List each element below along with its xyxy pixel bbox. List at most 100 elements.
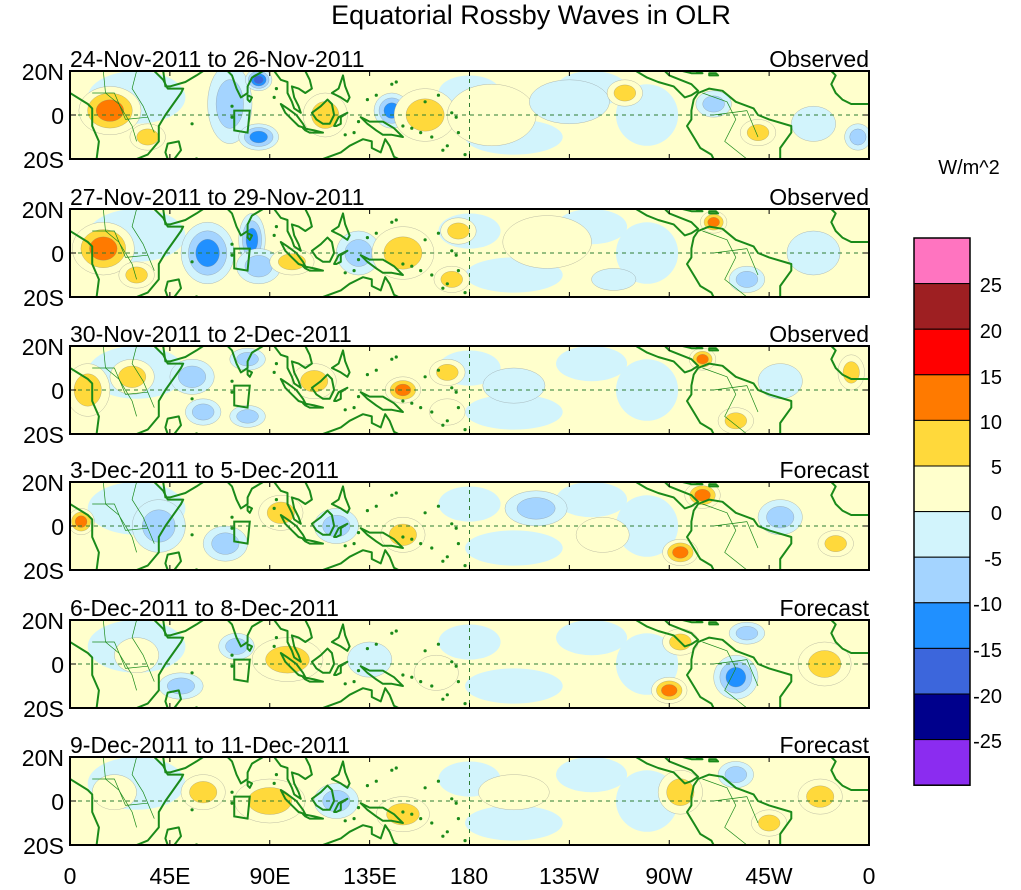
- coastline-path: [219, 209, 265, 237]
- island-dot: [441, 697, 445, 701]
- lat-tick-label: 20S: [23, 696, 64, 722]
- island-dot: [456, 817, 461, 821]
- colorbar-swatch: [913, 237, 971, 285]
- island-dot: [374, 779, 378, 783]
- island-dot: [445, 282, 449, 286]
- coastline-path: [635, 757, 700, 785]
- coastline-path: [635, 71, 700, 99]
- island-dot: [190, 122, 194, 126]
- coastline-path: [330, 349, 351, 378]
- country-border: [713, 521, 759, 549]
- tick-marks: [69, 481, 870, 571]
- coastline-path: [322, 413, 400, 434]
- country-border: [702, 778, 748, 845]
- island-dot: [454, 390, 458, 394]
- island-dot: [394, 80, 398, 84]
- lat-tick-label: 0: [51, 241, 64, 267]
- colorbar-swatch: [913, 693, 971, 741]
- island-dot: [463, 291, 467, 295]
- coastline-path: [686, 498, 793, 570]
- panel-status: Observed: [769, 321, 869, 347]
- region-box: [233, 384, 251, 409]
- map-panel: 30-Nov-2011 to 2-Dec-2011 Observed: [69, 321, 870, 435]
- anomaly-blob: [482, 367, 546, 404]
- island-dot: [274, 362, 279, 366]
- island-dot: [410, 812, 414, 816]
- coastline-path: [302, 402, 324, 409]
- country-border: [702, 367, 748, 434]
- island-dot: [230, 104, 234, 108]
- island-dot: [401, 124, 405, 128]
- coastline-path: [681, 209, 704, 213]
- island-dot: [423, 100, 427, 104]
- coastline-path: [708, 72, 720, 77]
- anomaly-blob: [89, 236, 118, 261]
- coastline-path: [70, 346, 185, 434]
- colorbar-label: -15: [973, 640, 1002, 662]
- island-dot: [463, 839, 467, 843]
- coastline-path: [681, 71, 704, 75]
- anomaly-blob: [440, 271, 463, 288]
- island-dot: [274, 498, 279, 502]
- island-dot: [463, 428, 467, 432]
- coastline-path: [164, 551, 182, 570]
- island-dot: [190, 397, 194, 401]
- island-dot: [365, 647, 370, 651]
- lat-tick-label: 0: [51, 652, 64, 678]
- anomaly-blob: [666, 778, 695, 806]
- island-dot: [365, 373, 370, 377]
- coastline-path: [70, 620, 185, 708]
- island-dot: [230, 253, 234, 257]
- map-panel: 9-Dec-2011 to 11-Dec-2011 Forecast: [69, 732, 870, 846]
- island-dot: [390, 493, 394, 497]
- colorbar-swatch: [913, 283, 971, 330]
- region-box: [233, 795, 251, 820]
- coastline-path: [359, 802, 404, 824]
- island-dot: [190, 533, 194, 537]
- island-dot: [430, 135, 434, 139]
- anomaly-blob: [438, 486, 501, 522]
- coastline-path: [162, 757, 205, 774]
- island-dot: [394, 766, 398, 770]
- island-dot: [410, 126, 414, 130]
- country-border: [702, 503, 748, 570]
- colorbar-label: 15: [980, 367, 1002, 389]
- country-border: [131, 209, 155, 271]
- coastline-path: [164, 689, 182, 708]
- lat-labels: 20N 0 20S 20N 0 20S 20N 0 20S 20N 0 20S …: [22, 59, 64, 859]
- plot-area: [69, 208, 870, 298]
- island-dot: [274, 773, 279, 777]
- anomaly-blob: [386, 803, 420, 826]
- anomaly-blob: [696, 354, 709, 365]
- island-dot: [456, 406, 461, 410]
- anomaly-blob: [249, 130, 268, 144]
- coastline-path: [330, 74, 351, 103]
- island-dot: [445, 419, 449, 423]
- country-border: [92, 367, 148, 395]
- panel-status: Forecast: [780, 595, 870, 621]
- anomaly-blob: [389, 523, 417, 546]
- colorbar-label: 10: [980, 412, 1002, 434]
- lon-tick-label: 90W: [645, 863, 693, 889]
- coastline-path: [302, 265, 324, 272]
- island-dot: [352, 680, 356, 684]
- island-dot: [430, 684, 434, 688]
- island-dot: [430, 546, 434, 550]
- anomaly-blob: [236, 409, 259, 424]
- figure-title: Equatorial Rossby Waves in OLR: [331, 0, 731, 30]
- island-dot: [356, 120, 361, 124]
- country-border: [92, 778, 148, 806]
- island-dot: [230, 115, 234, 119]
- island-dot: [230, 790, 234, 794]
- anomaly-blob: [211, 532, 240, 555]
- plot-area: [69, 619, 870, 709]
- tick-marks: [69, 70, 870, 160]
- island-dot: [441, 559, 445, 563]
- coastline-path: [333, 797, 349, 813]
- tick-marks: [69, 619, 870, 709]
- island-dot: [450, 522, 454, 526]
- island-dot: [441, 423, 445, 427]
- coastlines: [70, 620, 869, 708]
- coastline-path: [273, 71, 313, 114]
- colorbar-swatch: [913, 739, 971, 786]
